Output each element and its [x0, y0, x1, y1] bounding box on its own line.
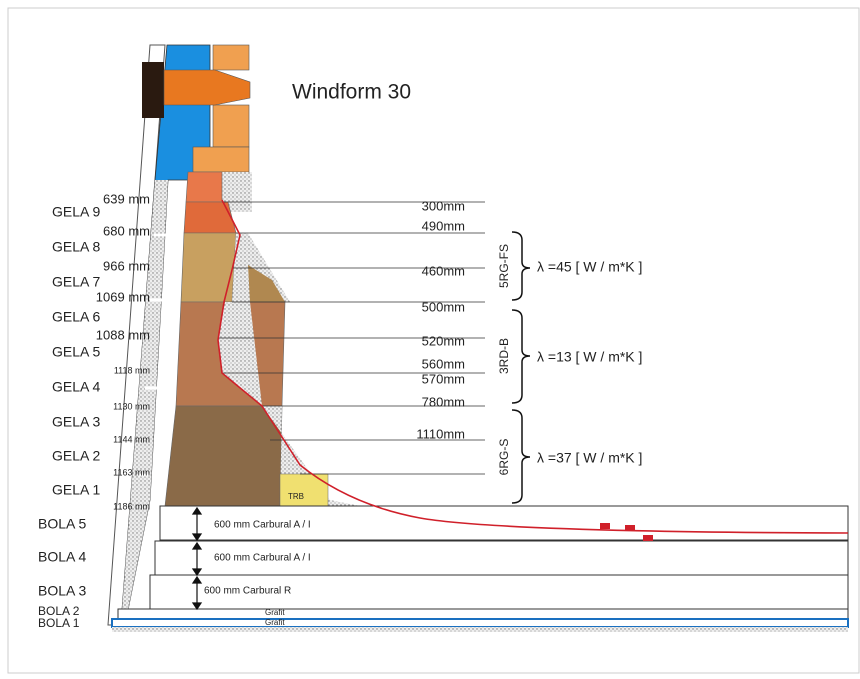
ramming — [218, 302, 262, 406]
zone-lambda: λ =45 [ W / m*K ] — [537, 259, 642, 275]
trb: TRB — [288, 492, 304, 501]
course — [185, 171, 223, 203]
guide-lines — [218, 201, 485, 475]
grafit: Grafit — [265, 608, 285, 617]
course-label: GELA 9 — [52, 204, 100, 220]
layer-label: BOLA 2 — [38, 604, 80, 618]
zone-code: 5RG-FS — [497, 244, 511, 288]
isotherm — [217, 199, 849, 534]
layer — [111, 618, 849, 628]
course-height: 680 mm — [103, 223, 150, 238]
tuyere-block — [142, 62, 164, 118]
measure: 570mm — [422, 371, 465, 386]
measure: 500mm — [422, 299, 465, 314]
layer — [149, 574, 849, 610]
ramming — [122, 180, 168, 610]
ramming — [232, 233, 290, 302]
braces — [511, 231, 531, 504]
layer — [159, 505, 849, 541]
layer — [154, 540, 849, 576]
layer-text: 600 mm Carbural A / I — [214, 520, 311, 531]
course-height: 1069 mm — [96, 289, 150, 304]
layer-text: 600 mm Carbural A / I — [214, 553, 311, 564]
course — [180, 232, 237, 303]
brick — [212, 44, 250, 71]
zone-lambda: λ =37 [ W / m*K ] — [537, 450, 642, 466]
course-label: GELA 6 — [52, 309, 100, 325]
zone-code: 6RG-S — [497, 439, 511, 476]
course — [164, 405, 283, 507]
arrows — [191, 506, 203, 611]
marker — [600, 523, 610, 529]
course-height: 1088 mm — [96, 327, 150, 342]
marker — [625, 525, 635, 531]
zone-lambda: λ =13 [ W / m*K ] — [537, 349, 642, 365]
course-label: GELA 2 — [52, 448, 100, 464]
measure: 520mm — [422, 333, 465, 348]
course-height: 1163 mm — [113, 467, 150, 477]
brick — [192, 146, 250, 173]
course-label: GELA 8 — [52, 239, 100, 255]
layer — [117, 608, 849, 620]
marker — [643, 535, 653, 541]
measure: 460mm — [422, 263, 465, 278]
layer-label: BOLA 5 — [38, 516, 86, 532]
measure: 780mm — [422, 394, 465, 409]
measure: 300mm — [422, 198, 465, 213]
layer-label: BOLA 1 — [38, 616, 80, 630]
measure: 490mm — [422, 218, 465, 233]
course-label: GELA 1 — [52, 482, 100, 498]
layer-text: 600 mm Carbural R — [204, 586, 291, 597]
title: Windform 30 — [292, 81, 411, 104]
course-height: 966 mm — [103, 258, 150, 273]
zone-code: 3RD-B — [497, 338, 511, 374]
course-label: GELA 7 — [52, 274, 100, 290]
course — [248, 265, 285, 302]
grafit: Grafit — [265, 618, 285, 627]
layer-label: BOLA 4 — [38, 549, 86, 565]
course-height: 1144 mm — [113, 434, 150, 444]
course-label: GELA 4 — [52, 379, 100, 395]
layer-label: BOLA 3 — [38, 583, 86, 599]
course-height: 639 mm — [103, 191, 150, 206]
course-label: GELA 5 — [52, 344, 100, 360]
course-height: 1186 mm — [113, 501, 150, 511]
course-height: 1130 mm — [113, 401, 150, 411]
ramming — [112, 627, 848, 632]
brick — [212, 104, 250, 148]
tuyere — [163, 69, 251, 106]
course-height: 1118 mm — [114, 365, 150, 375]
measure: 1110mm — [416, 426, 465, 441]
course — [183, 201, 237, 234]
measure: 560mm — [422, 356, 465, 371]
trb-block — [279, 473, 329, 507]
course-label: GELA 3 — [52, 414, 100, 430]
